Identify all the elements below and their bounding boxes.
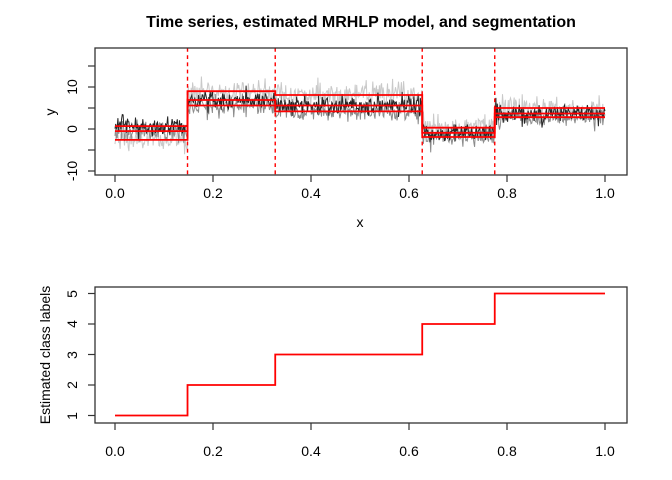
top-y-axis-label: y <box>42 108 58 116</box>
top-y-tick-label: 0 <box>64 125 80 133</box>
top-plot-box <box>94 47 628 176</box>
signal-dim-3-curve <box>114 85 606 143</box>
bottom-y-tick-label: 5 <box>64 289 80 298</box>
top-x-axis-label: x <box>356 214 364 230</box>
bottom-x-tick-label: 0.0 <box>105 443 125 459</box>
bottom-x-tick-label: 0.8 <box>497 443 517 459</box>
top-x-tick-label: 1.0 <box>595 185 615 201</box>
chart-title: Time series, estimated MRHLP model, and … <box>146 14 576 31</box>
bottom-y-tick-label: 2 <box>64 381 80 389</box>
bottom-y-axis-label: Estimated class labels <box>37 285 53 425</box>
top-x-tick-label: 0.6 <box>399 185 419 201</box>
bottom-x-tick-label: 0.2 <box>203 443 223 459</box>
bottom-x-tick-label: 1.0 <box>595 443 615 459</box>
top-y-tick-label: 10 <box>64 79 80 95</box>
bottom-y-tick-label: 1 <box>64 411 80 420</box>
bottom-x-tick-label: 0.4 <box>301 443 321 459</box>
class-label-step-curve <box>115 292 605 417</box>
top-y-tick-label: -10 <box>64 160 80 182</box>
bottom-y-tick-label: 4 <box>64 320 80 328</box>
top-x-tick-label: 0.4 <box>301 185 321 201</box>
top-x-tick-label: 0.0 <box>105 185 125 201</box>
bottom-y-tick-label: 3 <box>64 350 80 359</box>
top-x-tick-label: 0.2 <box>203 185 223 201</box>
top-x-tick-label: 0.8 <box>497 185 517 201</box>
bottom-x-tick-label: 0.6 <box>399 443 419 459</box>
